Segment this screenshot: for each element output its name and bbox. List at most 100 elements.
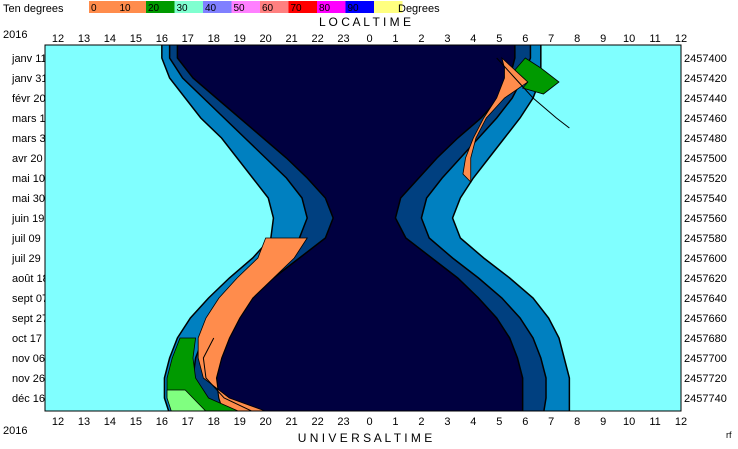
date-label: août 18 xyxy=(12,273,49,285)
legend-swatch xyxy=(345,1,374,13)
twilight-band xyxy=(176,45,524,411)
legend-value: 0 xyxy=(91,3,97,14)
julian-date-label: 2457400 xyxy=(684,53,727,65)
julian-date-label: 2457460 xyxy=(684,113,727,125)
degrees-label: Degrees xyxy=(398,3,440,15)
footer-mark: rf xyxy=(726,430,732,440)
date-label: sept 27 xyxy=(12,313,48,325)
julian-date-label: 2457540 xyxy=(684,193,727,205)
x-tick-label: 9 xyxy=(600,416,606,428)
julian-date-label: 2457620 xyxy=(684,273,727,285)
legend-value: 10 xyxy=(120,3,132,14)
x-tick-label: 17 xyxy=(182,416,194,428)
x-tick-label: 22 xyxy=(311,416,323,428)
moon-band xyxy=(514,57,560,95)
legend-value: 50 xyxy=(234,3,246,14)
date-label: janv 31 xyxy=(11,73,47,85)
julian-date-label: 2457740 xyxy=(684,393,727,405)
x-tick-label: 5 xyxy=(496,416,502,428)
julian-date-label: 2457680 xyxy=(684,333,727,345)
date-label: févr 20 xyxy=(12,93,46,105)
julian-date-label: 2457420 xyxy=(684,73,727,85)
moon-line xyxy=(496,57,570,129)
julian-date-label: 2457500 xyxy=(684,153,727,165)
x-tick-label: 19 xyxy=(234,416,246,428)
x-tick-label: 8 xyxy=(574,416,580,428)
year-label-bottom: 2016 xyxy=(3,425,27,437)
legend-swatch xyxy=(146,1,175,13)
x-tick-label: 5 xyxy=(496,33,502,45)
date-label: mai 30 xyxy=(12,193,45,205)
legend-value: 60 xyxy=(262,3,274,14)
legend-value: 80 xyxy=(319,3,331,14)
x-tick-label: 7 xyxy=(548,416,554,428)
x-tick-label: 17 xyxy=(182,33,194,45)
legend-swatch xyxy=(174,1,203,13)
x-tick-label: 10 xyxy=(623,416,635,428)
x-tick-label: 13 xyxy=(78,33,90,45)
julian-date-label: 2457720 xyxy=(684,373,727,385)
x-ticks-top: 12 13 14 15 16 17 18 19 20 21 22 23 0 1 2 3 4 5 6 7 8 9 10 11 12 xyxy=(52,33,687,45)
plot-border xyxy=(44,44,682,412)
moon-band xyxy=(462,56,529,183)
legend-swatch xyxy=(260,1,289,13)
x-tick-label: 18 xyxy=(208,416,220,428)
x-tick-label: 3 xyxy=(444,33,450,45)
julian-date-label: 2457640 xyxy=(684,293,727,305)
ten-degrees-label: Ten degrees xyxy=(3,3,64,15)
date-label: oct 17 xyxy=(12,333,42,345)
x-tick-label: 11 xyxy=(649,416,660,428)
legend-swatches: 0 10 20 30 40 50 60 70 80 90 xyxy=(89,1,403,14)
x-tick-label: 9 xyxy=(600,33,606,45)
x-ticks-bottom: 12 13 14 15 16 17 18 19 20 21 22 23 0 1 2 3 4 5 6 7 8 9 10 11 12 xyxy=(52,416,687,428)
legend-swatch xyxy=(89,1,118,13)
julian-date-label: 2457580 xyxy=(684,233,727,245)
julian-date-label: 2457440 xyxy=(684,93,727,105)
x-tick-label: 16 xyxy=(156,33,168,45)
legend-swatch xyxy=(203,1,232,13)
julian-date-label: 2457520 xyxy=(684,173,727,185)
x-tick-label: 4 xyxy=(470,416,476,428)
plot-area xyxy=(44,44,682,412)
local-time-title: L O C A L T I M E xyxy=(319,15,411,29)
date-label: juil 09 xyxy=(11,233,41,245)
legend-value: 20 xyxy=(148,3,160,14)
x-tick-label: 14 xyxy=(104,33,116,45)
date-label: déc 16 xyxy=(12,393,45,405)
x-tick-label: 2 xyxy=(418,416,424,428)
legend-swatch xyxy=(288,1,317,13)
julian-date-axis: 2457400 2457420 2457440 2457460 2457480 24575… xyxy=(684,53,727,405)
julian-date-label: 2457600 xyxy=(684,253,727,265)
date-label: mars 11 xyxy=(12,113,51,125)
x-tick-label: 18 xyxy=(208,33,220,45)
julian-date-label: 2457700 xyxy=(684,353,727,365)
x-tick-label: 1 xyxy=(392,33,398,45)
x-tick-label: 10 xyxy=(623,33,635,45)
x-tick-label: 15 xyxy=(130,416,142,428)
x-tick-label: 21 xyxy=(286,33,298,45)
x-tick-label: 8 xyxy=(574,33,580,45)
julian-date-label: 2457560 xyxy=(684,213,727,225)
x-tick-label: 23 xyxy=(337,33,349,45)
julian-date-label: 2457660 xyxy=(684,313,727,325)
x-tick-label: 12 xyxy=(52,33,64,45)
x-tick-label: 6 xyxy=(522,416,528,428)
legend-value: 30 xyxy=(177,3,189,14)
x-tick-label: 15 xyxy=(130,33,142,45)
x-tick-label: 22 xyxy=(311,33,323,45)
x-tick-label: 7 xyxy=(548,33,554,45)
legend-value: 90 xyxy=(348,3,360,14)
moon-band xyxy=(166,389,207,411)
x-tick-label: 12 xyxy=(675,33,687,45)
legend-swatch xyxy=(117,1,146,13)
x-tick-label: 11 xyxy=(649,33,660,45)
x-tick-label: 19 xyxy=(234,33,246,45)
x-tick-label: 0 xyxy=(366,33,372,45)
date-label: mars 31 xyxy=(12,133,52,145)
x-tick-label: 16 xyxy=(156,416,168,428)
x-tick-label: 12 xyxy=(675,416,687,428)
x-tick-label: 6 xyxy=(522,33,528,45)
date-label: avr 20 xyxy=(12,153,43,165)
legend-value: 40 xyxy=(205,3,217,14)
